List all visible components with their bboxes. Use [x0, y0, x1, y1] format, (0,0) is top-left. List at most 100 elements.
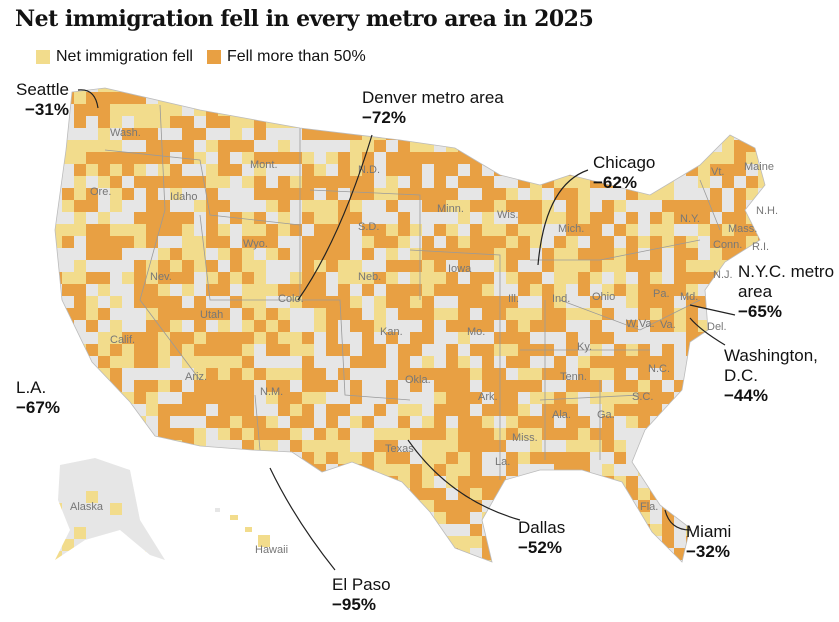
county-cell	[746, 524, 758, 536]
county-cell	[62, 458, 74, 467]
county-cell	[662, 332, 674, 344]
annotation-nyc: N.Y.C. metro area −65%	[738, 262, 838, 322]
county-cell	[650, 404, 662, 416]
county-cell	[302, 260, 314, 272]
county-cell	[734, 524, 746, 536]
county-cell	[230, 296, 242, 308]
state-label: Utah	[200, 309, 223, 321]
county-cell	[278, 416, 290, 428]
county-cell	[422, 224, 434, 236]
county-cell	[602, 200, 614, 212]
county-cell	[398, 272, 410, 284]
county-cell	[290, 476, 302, 488]
county-cell	[614, 212, 626, 224]
county-cell	[446, 248, 458, 260]
county-cell	[302, 164, 314, 176]
county-cell	[134, 152, 146, 164]
county-cell	[686, 104, 698, 116]
county-cell	[242, 464, 254, 476]
county-cell	[206, 452, 218, 464]
county-cell	[422, 512, 434, 524]
county-cell	[86, 560, 98, 562]
county-cell	[278, 404, 290, 416]
county-cell	[566, 88, 578, 92]
legend-item-fell-50: Fell more than 50%	[206, 48, 366, 66]
county-cell	[158, 491, 165, 503]
county-cell	[578, 356, 590, 368]
county-cell	[662, 392, 674, 404]
county-cell	[86, 515, 98, 527]
county-cell	[170, 296, 182, 308]
county-cell	[530, 320, 542, 332]
county-cell	[170, 308, 182, 320]
county-cell	[530, 452, 542, 464]
county-cell	[734, 104, 746, 116]
county-cell	[362, 248, 374, 260]
county-cell	[122, 380, 134, 392]
county-cell	[470, 284, 482, 296]
county-cell	[266, 260, 278, 272]
county-cell	[734, 512, 746, 524]
county-cell	[98, 458, 110, 467]
county-cell	[734, 224, 746, 236]
county-cell	[134, 284, 146, 296]
county-cell	[518, 476, 530, 488]
county-cell	[698, 428, 710, 440]
county-cell	[626, 404, 638, 416]
county-cell	[638, 92, 650, 104]
county-cell	[398, 176, 410, 188]
county-cell	[55, 140, 62, 152]
county-cell	[698, 344, 710, 356]
county-cell	[314, 392, 326, 404]
county-cell	[458, 320, 470, 332]
county-cell	[698, 200, 710, 212]
county-cell	[362, 176, 374, 188]
county-cell	[146, 428, 158, 440]
county-cell	[398, 236, 410, 248]
county-cell	[230, 284, 242, 296]
county-cell	[206, 116, 218, 128]
city-value: −52%	[518, 538, 562, 557]
county-cell	[650, 476, 662, 488]
county-cell	[650, 92, 662, 104]
county-cell	[638, 452, 650, 464]
county-cell	[530, 128, 542, 140]
county-cell	[194, 236, 206, 248]
county-cell	[110, 452, 122, 464]
county-cell	[650, 248, 662, 260]
county-cell	[134, 236, 146, 248]
county-cell	[302, 428, 314, 440]
county-cell	[350, 296, 362, 308]
county-cell	[590, 320, 602, 332]
county-cell	[74, 296, 86, 308]
county-cell	[422, 272, 434, 284]
county-cell	[326, 512, 338, 524]
county-cell	[146, 503, 158, 515]
county-cell	[350, 260, 362, 272]
county-cell	[578, 368, 590, 380]
county-cell	[542, 140, 554, 152]
state-label: Hawaii	[255, 544, 288, 556]
county-cell	[278, 200, 290, 212]
county-cell	[134, 440, 146, 452]
county-cell	[74, 548, 86, 560]
county-cell	[458, 236, 470, 248]
annotation-el-paso: El Paso −95%	[332, 575, 391, 615]
county-cell	[362, 296, 374, 308]
county-cell	[350, 92, 362, 104]
county-cell	[434, 440, 446, 452]
county-cell	[530, 500, 542, 512]
county-cell	[506, 536, 518, 548]
county-cell	[590, 296, 602, 308]
county-cell	[434, 224, 446, 236]
county-cell	[458, 404, 470, 416]
county-cell	[254, 392, 266, 404]
county-cell	[146, 368, 158, 380]
county-cell	[158, 464, 170, 476]
county-cell	[434, 308, 446, 320]
county-cell	[482, 440, 494, 452]
county-cell	[710, 416, 722, 428]
county-cell	[626, 536, 638, 548]
county-cell	[518, 248, 530, 260]
county-cell	[374, 512, 386, 524]
